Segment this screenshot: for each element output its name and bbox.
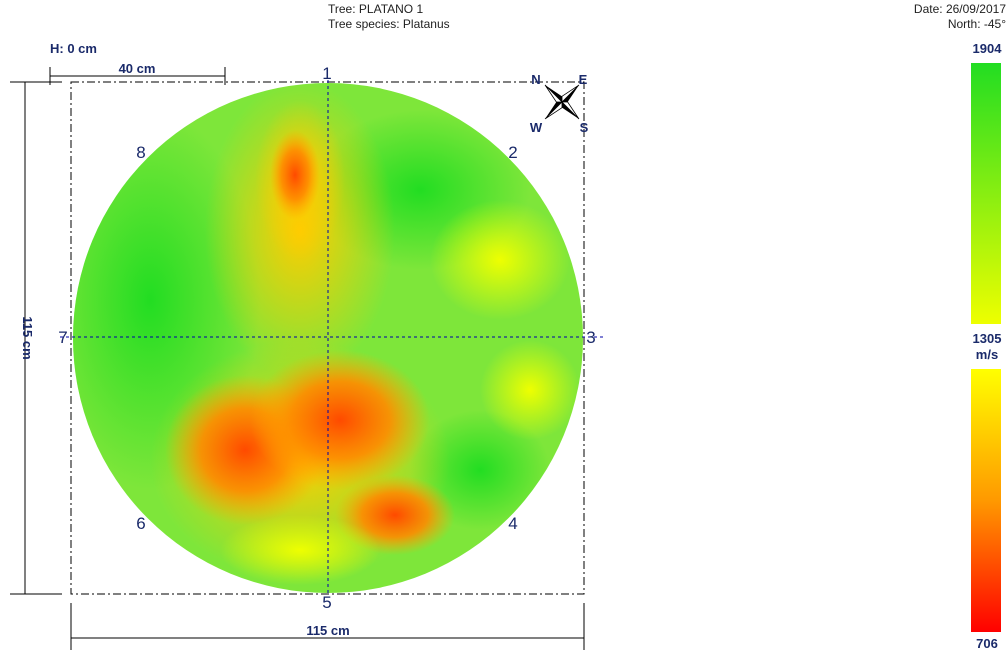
sensor-4: 4	[508, 514, 517, 533]
legend-unit: m/s	[976, 347, 998, 362]
sensor-3: 3	[586, 328, 595, 347]
scale-bar-label: 40 cm	[119, 61, 156, 76]
sensor-6: 6	[136, 514, 145, 533]
compass-e: E	[579, 72, 588, 87]
width-dimension-label: 115 cm	[306, 623, 349, 638]
width-dimension	[70, 603, 585, 650]
compass-n: N	[531, 72, 540, 87]
compass-icon	[544, 84, 580, 120]
sensor-7: 7	[58, 328, 67, 347]
color-legend	[971, 63, 1001, 632]
legend-max: 1904	[973, 41, 1003, 56]
compass-s: S	[580, 120, 589, 135]
sensor-5: 5	[322, 593, 331, 612]
height-dimension	[10, 81, 62, 595]
axis-lines	[60, 80, 605, 596]
scale-bar	[49, 67, 226, 85]
legend-min: 706	[976, 636, 998, 651]
sensor-2: 2	[508, 143, 517, 162]
legend-bar-upper	[971, 63, 1001, 324]
date-label: Date: 26/09/2017	[913, 2, 1006, 16]
tree-title: Tree: PLATANO 1	[328, 2, 424, 16]
legend-bar-lower	[971, 369, 1001, 632]
tree-species: Tree species: Platanus	[328, 17, 450, 31]
legend-mid: 1305	[973, 331, 1002, 346]
compass-w: W	[530, 120, 543, 135]
sensor-1: 1	[322, 64, 331, 83]
height-dimension-label: 115 cm	[20, 316, 35, 359]
height-label: H: 0 cm	[50, 41, 97, 56]
sensor-8: 8	[136, 143, 145, 162]
north-label: North: -45°	[947, 17, 1006, 31]
